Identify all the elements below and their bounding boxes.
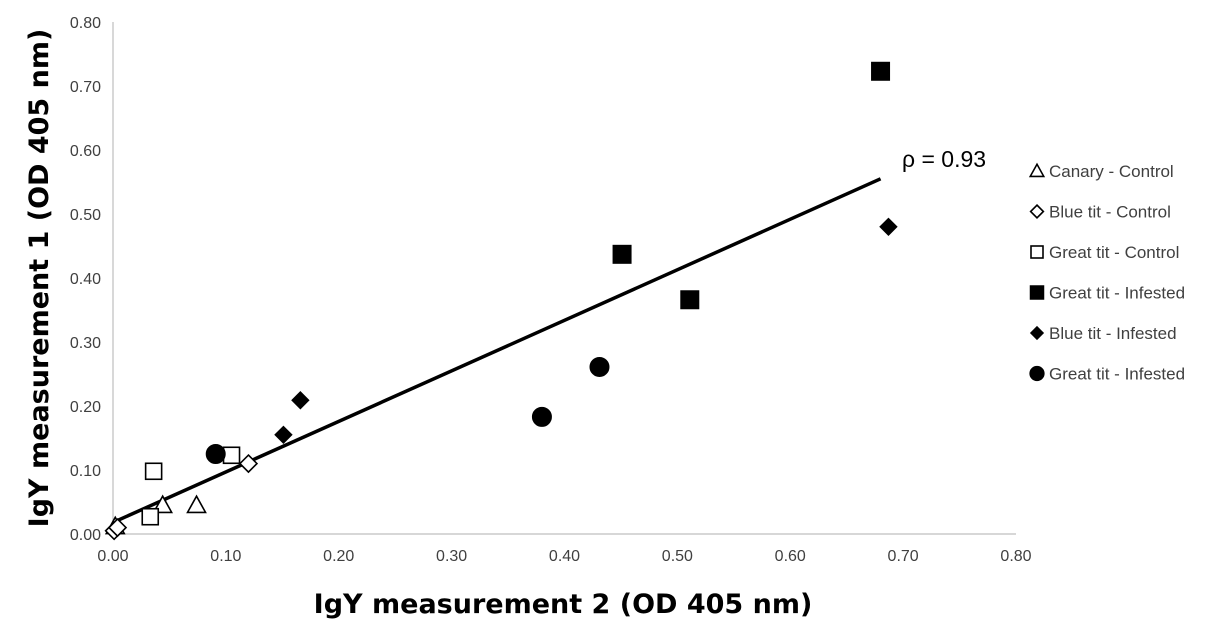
x-tick-label: 0.30 <box>436 548 467 565</box>
data-point <box>879 217 898 237</box>
data-point <box>186 494 207 514</box>
legend-marker <box>1029 285 1045 300</box>
data-point <box>141 507 160 526</box>
x-axis-title: IgY measurement 2 (OD 405 nm) <box>314 589 813 620</box>
x-tick-label: 0.50 <box>662 548 693 565</box>
data-point <box>612 244 632 264</box>
legend-label: Great tit - Control <box>1049 243 1179 262</box>
legend-label: Blue tit - Infested <box>1049 324 1177 343</box>
y-tick-labels: 0.00 0.10 0.20 0.30 0.40 0.50 0.60 0.70 0.80 <box>70 15 101 544</box>
legend: Canary - Control Blue tit - Control Great … <box>1028 162 1185 384</box>
y-tick-label: 0.50 <box>70 207 101 224</box>
axes <box>112 22 1016 535</box>
data-point <box>144 462 163 481</box>
trendline-group <box>112 177 882 525</box>
y-tick-label: 0.20 <box>70 399 101 416</box>
data-point <box>205 444 226 464</box>
legend-marker <box>1029 365 1045 382</box>
legend-label: Blue tit - Control <box>1049 203 1171 222</box>
x-tick-label: 0.60 <box>775 548 806 565</box>
data-point <box>238 453 259 474</box>
trendline <box>112 177 882 525</box>
x-tick-labels: 0.00 0.10 0.20 0.30 0.40 0.50 0.60 0.70 0.80 <box>97 548 1031 565</box>
y-tick-label: 0.30 <box>70 335 101 352</box>
y-tick-label: 0.40 <box>70 271 101 288</box>
x-tick-label: 0.40 <box>549 548 580 565</box>
y-tick-label: 0.60 <box>70 143 101 160</box>
x-tick-label: 0.80 <box>1000 548 1031 565</box>
legend-marker <box>1028 162 1046 178</box>
correlation-annotation: ρ = 0.93 <box>902 146 986 172</box>
data-point <box>274 425 293 445</box>
legend-label: Great tit - Infested <box>1049 284 1185 303</box>
data-point <box>589 356 610 377</box>
y-tick-label: 0.10 <box>70 463 101 480</box>
data-point <box>871 61 891 81</box>
x-tick-label: 0.00 <box>97 548 128 565</box>
legend-marker <box>1029 203 1045 220</box>
y-axis-title: IgY measurement 1 (OD 405 nm) <box>24 29 55 528</box>
legend-marker <box>1029 325 1045 341</box>
data-point <box>531 406 552 427</box>
legend-marker <box>1030 245 1044 259</box>
x-tick-label: 0.70 <box>888 548 919 565</box>
data-points <box>104 61 898 541</box>
x-tick-label: 0.10 <box>210 548 241 565</box>
y-tick-label: 0.80 <box>70 15 101 32</box>
data-point <box>107 517 128 538</box>
data-point <box>680 290 700 310</box>
legend-label: Great tit - Infested <box>1049 365 1185 384</box>
y-tick-label: 0.70 <box>70 79 101 96</box>
data-point <box>222 446 241 465</box>
legend-label: Canary - Control <box>1049 162 1174 181</box>
data-point <box>291 391 310 410</box>
x-tick-label: 0.20 <box>323 548 354 565</box>
y-tick-label: 0.00 <box>70 527 101 544</box>
